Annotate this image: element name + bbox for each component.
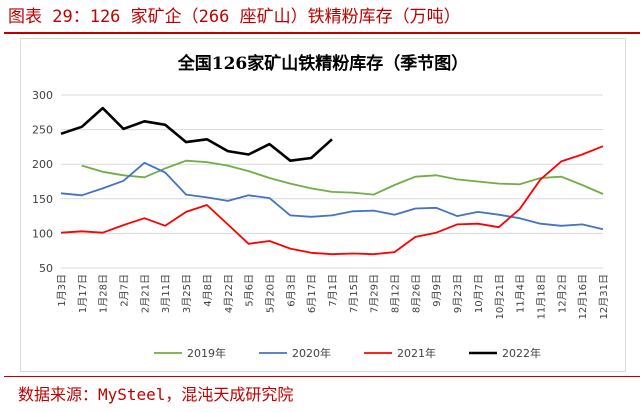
x-tick-label: 8月26日	[410, 274, 422, 313]
x-tick-label: 11月4日	[515, 274, 527, 313]
x-tick-label: 11月18日	[535, 274, 547, 319]
x-tick-label: 1月17日	[77, 274, 89, 313]
y-tick-label: 250	[32, 124, 53, 137]
chart-frame: 全国126家矿山铁精粉库存（季节图） 50 100 150 200 250 300 1月3日…	[20, 38, 626, 372]
x-tick-label: 5月20日	[264, 274, 276, 313]
data-source-note: 数据来源：MySteel，混沌天成研究院	[18, 385, 294, 404]
legend-label: 2021年	[397, 346, 436, 360]
x-tick-label: 5月6日	[244, 274, 256, 307]
y-tick-label: 100	[32, 227, 53, 240]
caption-divider	[4, 32, 640, 34]
x-tick-label: 12月16日	[577, 274, 589, 319]
x-tick-label: 6月17日	[306, 274, 318, 313]
source-divider	[4, 376, 640, 377]
legend-label: 2020年	[292, 346, 331, 360]
x-tick-label: 2月7日	[119, 274, 131, 307]
x-tick-label: 10月21日	[494, 274, 506, 319]
x-tick-label: 3月25日	[181, 274, 193, 313]
x-tick-label: 1月28日	[98, 274, 110, 313]
x-tick-label: 12月31日	[598, 274, 610, 319]
series-line	[60, 161, 604, 231]
series-line	[81, 159, 604, 196]
x-tick-label: 7月29日	[369, 274, 381, 313]
y-tick-label: 300	[32, 89, 53, 102]
line-chart: 50 100 150 200 250 300 1月3日 1月17日 1月28日 2月7日 2月21日…	[32, 89, 610, 360]
x-tick-label: 8月12日	[390, 274, 402, 313]
y-tick-label: 50	[39, 262, 53, 275]
x-tick-label: 6月3日	[285, 274, 297, 307]
series-line	[60, 145, 604, 256]
x-tick-label: 9月9日	[431, 274, 443, 307]
x-tick-label: 9月23日	[452, 274, 464, 313]
x-tick-label: 3月11日	[160, 274, 172, 313]
x-tick-label: 7月15日	[348, 274, 360, 313]
x-tick-label: 4月22日	[223, 274, 235, 313]
chart-title: 全国126家矿山铁精粉库存（季节图）	[177, 54, 469, 74]
x-tick-label: 1月3日	[56, 274, 68, 307]
series-line	[60, 106, 333, 162]
x-tick-label: 4月8日	[202, 274, 214, 307]
y-tick-label: 200	[32, 158, 53, 171]
legend-label: 2019年	[187, 346, 226, 360]
y-tick-label: 150	[32, 193, 53, 206]
legend-label: 2022年	[502, 346, 541, 360]
x-tick-label: 10月7日	[473, 274, 485, 313]
x-tick-label: 12月2日	[556, 274, 568, 313]
x-tick-label: 2月21日	[139, 274, 151, 313]
x-tick-label: 7月1日	[327, 274, 339, 307]
figure-caption: 图表 29：126 家矿企（266 座矿山）铁精粉库存（万吨）	[8, 7, 461, 27]
